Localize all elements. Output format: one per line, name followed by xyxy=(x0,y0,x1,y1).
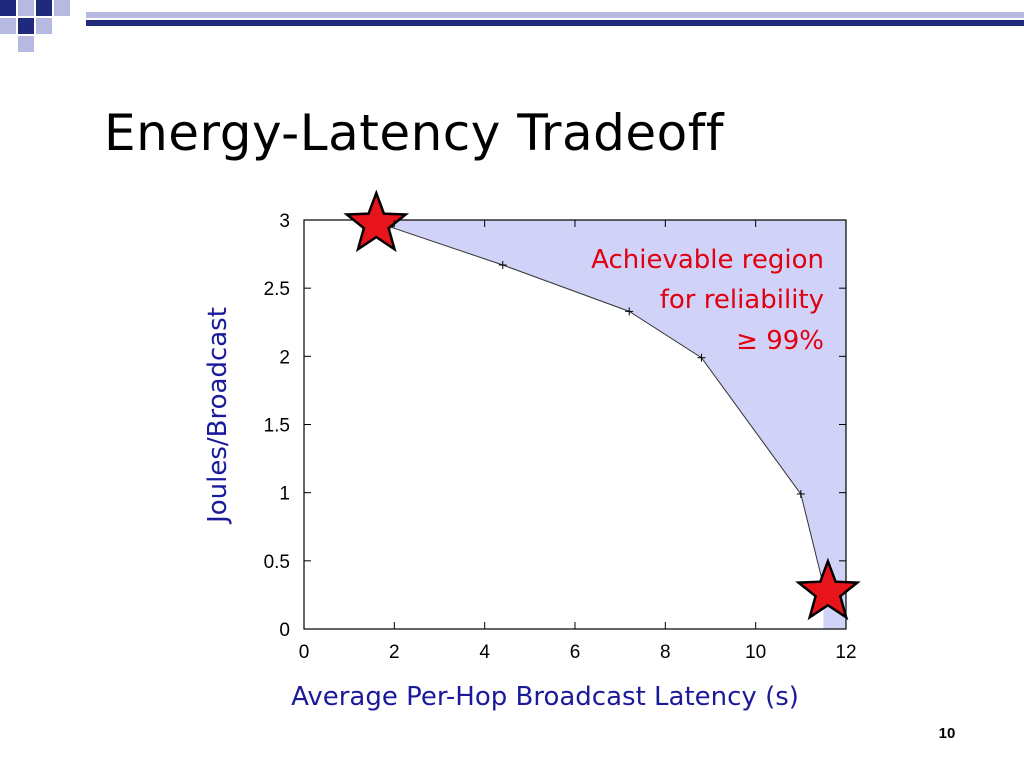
y-tick-label: 2 xyxy=(279,347,290,368)
decor-square xyxy=(0,18,16,34)
x-axis-label: Average Per-Hop Broadcast Latency (s) xyxy=(291,682,799,712)
x-tick-label: 12 xyxy=(835,642,856,663)
annotation-line-3: ≥ 99% xyxy=(736,326,824,356)
y-tick-label: 2.5 xyxy=(264,279,290,300)
x-tick-label: 2 xyxy=(389,642,400,663)
x-tick-label: 4 xyxy=(479,642,490,663)
y-tick-label: 0.5 xyxy=(264,552,290,573)
y-axis-label: Joules/Broadcast xyxy=(203,307,233,525)
decor-square xyxy=(18,36,34,52)
page-number: 10 xyxy=(938,725,956,742)
decor-square xyxy=(54,0,70,16)
decor-square xyxy=(18,18,34,34)
y-tick-label: 3 xyxy=(279,211,290,232)
frontier-point xyxy=(697,353,706,362)
decor-square xyxy=(36,18,52,34)
y-tick-label: 1 xyxy=(279,484,290,505)
header-bar-light xyxy=(86,12,1024,18)
decor-square xyxy=(36,0,52,16)
optimal-star xyxy=(795,557,861,621)
achievable-region xyxy=(389,220,846,629)
frontier-point xyxy=(498,260,507,269)
x-tick-label: 10 xyxy=(745,642,766,663)
frontier-point xyxy=(625,307,634,316)
annotation-line-2: for reliability xyxy=(660,285,824,315)
x-tick-label: 0 xyxy=(299,642,310,663)
header-bar-dark xyxy=(86,20,1024,26)
frontier-line xyxy=(389,226,824,586)
y-tick-label: 0 xyxy=(279,620,290,641)
x-tick-label: 8 xyxy=(660,642,671,663)
x-tick-label: 6 xyxy=(570,642,581,663)
decor-square xyxy=(0,0,16,16)
decor-square xyxy=(18,0,34,16)
annotation-line-1: Achievable region xyxy=(591,245,824,275)
header-decoration xyxy=(0,0,1024,52)
y-tick-label: 1.5 xyxy=(264,416,290,437)
frontier-point xyxy=(796,490,805,499)
slide-title: Energy-Latency Tradeoff xyxy=(104,104,724,162)
optimal-star xyxy=(343,189,410,253)
